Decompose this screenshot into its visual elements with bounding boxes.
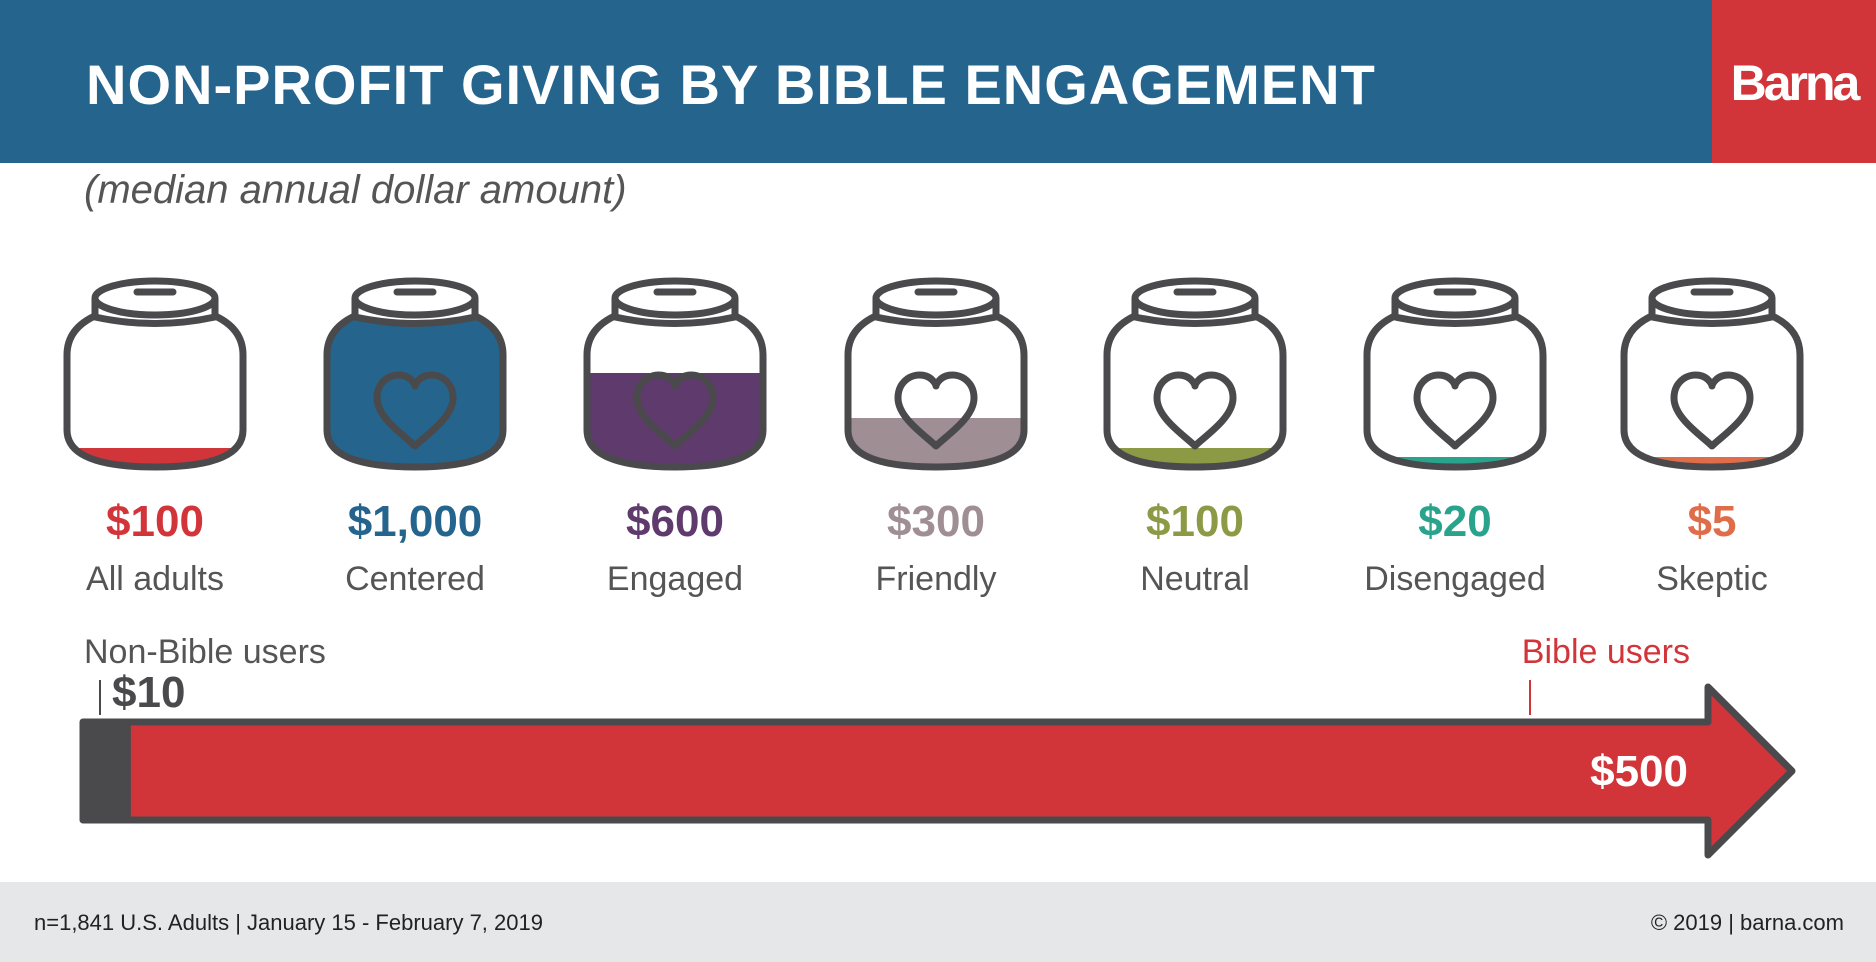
bible-users-label: Bible users [1522,633,1690,671]
category-label: Engaged [607,560,743,598]
heart-icon [1670,371,1754,450]
heart-icon [1413,371,1497,450]
jar-lid-top [872,277,1000,319]
value-label: $1,000 [348,497,483,546]
jar-outline [63,311,247,471]
jar-lid-top [91,277,219,319]
jar-outline [323,311,507,471]
jar-outline [1103,311,1287,471]
value-label: $300 [887,497,985,546]
jar-lid-top [1391,277,1519,319]
category-label: Friendly [876,560,997,598]
arrow-chart: Non-Bible users$10 Bible users $500 [79,633,1796,859]
jar-outline [844,311,1028,471]
jar-neutral: $100 Neutral [1103,277,1287,598]
heart-icon [894,371,978,450]
jar-outline [1620,311,1804,471]
jar-body-bg [67,315,243,467]
jar-lid-top [1131,277,1259,319]
value-label: $600 [626,497,724,546]
jar-lid-top [351,277,479,319]
category-label: Skeptic [1656,560,1768,598]
value-label: $100 [1146,497,1244,546]
copyright-link[interactable]: © 2019 | barna.com [1650,910,1844,935]
jar-lid-top [611,277,739,319]
value-label: $5 [1688,497,1737,546]
jar-body-bg [1367,315,1543,467]
jar-outline [1363,311,1547,471]
jar-body-bg [1624,315,1800,467]
jar-friendly: $300 Friendly [844,277,1028,598]
category-label: All adults [86,560,224,598]
jar-fill-level [1367,457,1543,467]
heart-icon [1153,371,1237,450]
non-bible-users-value: $10 [112,668,185,717]
barna-logo[interactable]: Barna [1712,0,1876,163]
heart-icon [373,371,457,450]
chart-subtitle: (median annual dollar amount) [84,168,627,212]
jar-skeptic: $5 Skeptic [1620,277,1804,598]
category-label: Disengaged [1364,560,1545,598]
header-bar: NON-PROFIT GIVING BY BIBLE ENGAGEMENT [0,0,1712,163]
jar-outline [583,311,767,471]
jar-fill-level [1624,457,1800,467]
heart-icon [633,371,717,450]
non-bible-users-label: Non-Bible users [84,633,326,671]
jar-all-adults: $100 All adults [63,277,247,598]
bible-users-value: $500 [1590,747,1688,796]
jar-centered: $1,000 Centered [323,277,507,598]
sample-note: n=1,841 U.S. Adults | January 15 - Febru… [34,910,543,935]
value-label: $20 [1418,497,1491,546]
footer-bar: n=1,841 U.S. Adults | January 15 - Febru… [0,882,1876,962]
jar-engaged: $600 Engaged [583,277,767,598]
category-label: Neutral [1140,560,1250,598]
bible-users-arrow [79,683,1796,859]
jar-lid-top [1648,277,1776,319]
page-title: NON-PROFIT GIVING BY BIBLE ENGAGEMENT [86,53,1376,116]
category-label: Centered [345,560,485,598]
jar-body-bg [1107,315,1283,467]
non-bible-users-segment [83,722,131,820]
jar-disengaged: $20 Disengaged [1363,277,1547,598]
value-label: $100 [106,497,204,546]
